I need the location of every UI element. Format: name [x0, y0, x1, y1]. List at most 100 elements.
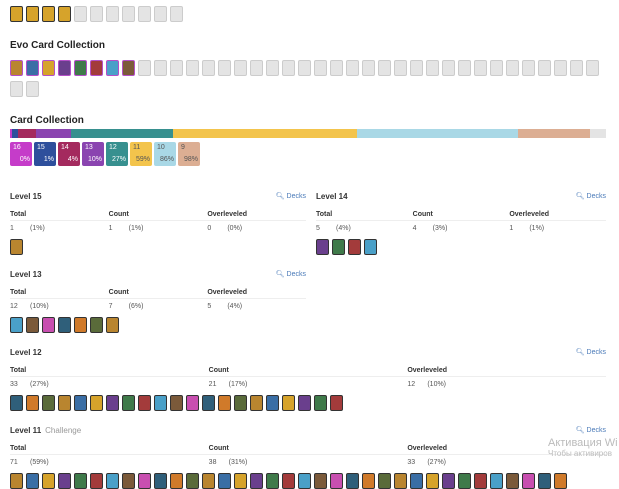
card-icon[interactable] [42, 317, 55, 333]
card-icon[interactable] [138, 60, 151, 76]
card-icon[interactable] [58, 395, 71, 411]
card-icon[interactable] [106, 473, 119, 489]
card-icon[interactable] [522, 473, 535, 489]
card-icon[interactable] [218, 395, 231, 411]
decks-link[interactable]: 🔍︎ Decks [575, 349, 606, 356]
card-icon[interactable] [554, 60, 567, 76]
card-icon[interactable] [154, 6, 167, 22]
card-icon[interactable] [348, 239, 361, 255]
card-icon[interactable] [42, 60, 55, 76]
card-icon[interactable] [122, 395, 135, 411]
card-icon[interactable] [154, 60, 167, 76]
card-icon[interactable] [314, 395, 327, 411]
card-icon[interactable] [346, 60, 359, 76]
card-icon[interactable] [458, 473, 471, 489]
card-icon[interactable] [186, 395, 199, 411]
card-icon[interactable] [122, 60, 135, 76]
card-icon[interactable] [586, 60, 599, 76]
card-icon[interactable] [266, 473, 279, 489]
card-icon[interactable] [250, 473, 263, 489]
level-chip-15[interactable]: 15 1% [34, 142, 56, 166]
card-icon[interactable] [410, 60, 423, 76]
card-icon[interactable] [26, 395, 39, 411]
card-icon[interactable] [74, 473, 87, 489]
card-icon[interactable] [170, 6, 183, 22]
card-icon[interactable] [426, 473, 439, 489]
card-icon[interactable] [234, 60, 247, 76]
card-icon[interactable] [122, 6, 135, 22]
card-icon[interactable] [346, 473, 359, 489]
level-chip-10[interactable]: 10 86% [154, 142, 176, 166]
card-icon[interactable] [250, 395, 263, 411]
card-icon[interactable] [330, 395, 343, 411]
card-icon[interactable] [298, 473, 311, 489]
card-icon[interactable] [218, 473, 231, 489]
card-icon[interactable] [42, 395, 55, 411]
card-icon[interactable] [58, 60, 71, 76]
card-icon[interactable] [202, 473, 215, 489]
card-icon[interactable] [10, 239, 23, 255]
card-icon[interactable] [442, 473, 455, 489]
card-icon[interactable] [474, 60, 487, 76]
card-icon[interactable] [170, 395, 183, 411]
card-icon[interactable] [138, 6, 151, 22]
card-icon[interactable] [538, 473, 551, 489]
card-icon[interactable] [26, 81, 39, 97]
card-icon[interactable] [506, 60, 519, 76]
card-icon[interactable] [26, 60, 39, 76]
card-icon[interactable] [186, 60, 199, 76]
decks-link[interactable]: 🔍︎ Decks [575, 427, 606, 434]
card-icon[interactable] [10, 6, 23, 22]
card-icon[interactable] [122, 473, 135, 489]
card-icon[interactable] [266, 60, 279, 76]
card-icon[interactable] [74, 317, 87, 333]
card-icon[interactable] [170, 473, 183, 489]
card-icon[interactable] [90, 395, 103, 411]
card-icon[interactable] [106, 6, 119, 22]
card-icon[interactable] [426, 60, 439, 76]
card-icon[interactable] [298, 60, 311, 76]
card-icon[interactable] [154, 473, 167, 489]
card-icon[interactable] [378, 60, 391, 76]
card-icon[interactable] [570, 60, 583, 76]
card-icon[interactable] [282, 473, 295, 489]
card-icon[interactable] [316, 239, 329, 255]
card-icon[interactable] [378, 473, 391, 489]
card-icon[interactable] [154, 395, 167, 411]
card-icon[interactable] [202, 60, 215, 76]
card-icon[interactable] [202, 395, 215, 411]
card-icon[interactable] [362, 60, 375, 76]
card-icon[interactable] [282, 60, 295, 76]
card-icon[interactable] [90, 473, 103, 489]
level-chip-11[interactable]: 11 59% [130, 142, 152, 166]
card-icon[interactable] [410, 473, 423, 489]
card-icon[interactable] [58, 6, 71, 22]
card-icon[interactable] [538, 60, 551, 76]
card-icon[interactable] [106, 60, 119, 76]
card-icon[interactable] [10, 395, 23, 411]
decks-link[interactable]: 🔍︎ Decks [575, 193, 606, 200]
card-icon[interactable] [26, 317, 39, 333]
card-icon[interactable] [522, 60, 535, 76]
card-icon[interactable] [282, 395, 295, 411]
card-icon[interactable] [26, 6, 39, 22]
card-icon[interactable] [58, 317, 71, 333]
decks-link[interactable]: 🔍︎ Decks [275, 271, 306, 278]
card-icon[interactable] [170, 60, 183, 76]
card-icon[interactable] [74, 395, 87, 411]
card-icon[interactable] [442, 60, 455, 76]
card-icon[interactable] [106, 317, 119, 333]
card-icon[interactable] [138, 473, 151, 489]
card-icon[interactable] [10, 60, 23, 76]
card-icon[interactable] [26, 473, 39, 489]
card-icon[interactable] [490, 60, 503, 76]
card-icon[interactable] [90, 317, 103, 333]
card-icon[interactable] [506, 473, 519, 489]
decks-link[interactable]: 🔍︎ Decks [275, 193, 306, 200]
level-chip-9[interactable]: 9 98% [178, 142, 200, 166]
level-chip-14[interactable]: 14 4% [58, 142, 80, 166]
level-chip-16[interactable]: 16 0% [10, 142, 32, 166]
card-icon[interactable] [106, 395, 119, 411]
card-icon[interactable] [330, 473, 343, 489]
card-icon[interactable] [42, 473, 55, 489]
